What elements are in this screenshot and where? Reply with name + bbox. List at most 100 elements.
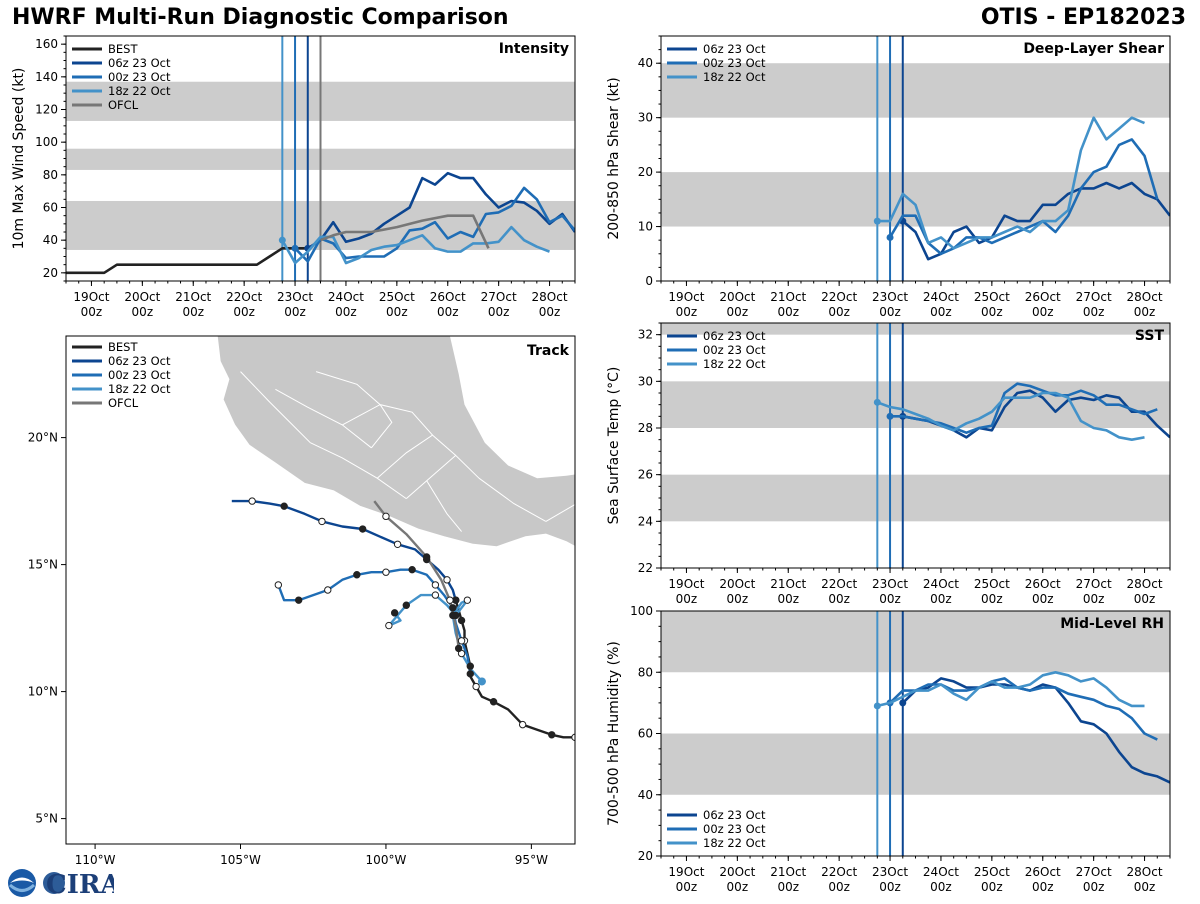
y-tick-label: 32 — [638, 328, 653, 342]
legend-label: 00z 23 Oct — [108, 368, 171, 382]
x-tick-label-date: 25Oct — [379, 290, 415, 304]
track-line-r06 — [231, 499, 457, 601]
legend-label: BEST — [108, 42, 138, 56]
x-tick-label-hour: 00z — [437, 305, 459, 319]
x-tick-label-date: 22Oct — [821, 865, 857, 879]
x-tick-label-date: 27Oct — [1076, 290, 1112, 304]
x-tick-label-date: 22Oct — [821, 290, 857, 304]
x-tick-label-date: 20Oct — [719, 577, 755, 591]
y-axis-label: 700-500 hPa Humidity (%) — [606, 641, 622, 826]
plot-area-rh — [661, 611, 1170, 856]
x-tick-label-hour: 00z — [777, 305, 799, 319]
panel-shear: 01020304019Oct00z20Oct00z21Oct00z22Oct00… — [606, 35, 1171, 319]
legend-label: OFCL — [108, 396, 139, 410]
x-tick-label-date: 24Oct — [923, 290, 959, 304]
legend-label: 18z 22 Oct — [108, 84, 171, 98]
track-marker — [382, 568, 390, 576]
threshold-band — [661, 474, 1170, 522]
series-start-point — [291, 244, 299, 252]
track-start-point — [477, 677, 486, 686]
series-start-point — [886, 233, 894, 241]
y-tick-label: 80 — [43, 168, 58, 182]
series-line-r06 — [901, 677, 1170, 784]
x-tick-label-date: 22Oct — [821, 577, 857, 591]
gulf-of-mexico — [449, 336, 575, 479]
x-tick-label-hour: 00z — [727, 592, 749, 606]
x-tick-label-date: 21Oct — [770, 865, 806, 879]
series-start-point — [873, 702, 881, 710]
x-tick-label-hour: 00z — [676, 592, 698, 606]
track-line-r00 — [277, 568, 472, 674]
x-tick-label-date: 24Oct — [923, 865, 959, 879]
x-tick-label-hour: 00z — [727, 305, 749, 319]
y-tick-label: 100 — [35, 135, 58, 149]
legend-label: 06z 23 Oct — [703, 329, 766, 343]
x-tick-label-hour: 00z — [1134, 305, 1156, 319]
globe-icon — [43, 872, 65, 894]
series-line-r00 — [889, 677, 1158, 741]
state-border — [405, 454, 480, 499]
y-axis-label: 10m Max Wind Speed (kt) — [11, 68, 27, 250]
legend-label: 00z 23 Oct — [703, 343, 766, 357]
state-border — [371, 404, 393, 449]
track-marker — [393, 540, 402, 548]
x-tick-label-date: 23Oct — [872, 290, 908, 304]
lat-tick-label: 5°N — [35, 812, 58, 826]
panel-title: Deep-Layer Shear — [1023, 41, 1164, 57]
legend-label: 18z 22 Oct — [703, 357, 766, 371]
threshold-band — [661, 381, 1170, 428]
y-tick-label: 60 — [638, 727, 653, 741]
track-marker — [431, 581, 440, 589]
track-marker — [466, 670, 474, 678]
state-border — [545, 503, 575, 522]
series-start-point — [278, 236, 286, 244]
x-tick-label-date: 26Oct — [1025, 577, 1061, 591]
y-tick-label: 28 — [638, 421, 653, 435]
x-tick-label-date: 26Oct — [1025, 290, 1061, 304]
x-tick-label-hour: 00z — [1134, 880, 1156, 894]
noaa-emblem-icon — [8, 869, 36, 897]
x-tick-label-date: 27Oct — [1076, 577, 1112, 591]
track-marker — [443, 576, 451, 584]
panel-track: 110°W 105°W 100°W 95°W 5°N 10°N 15°N 20°N Track B… — [28, 335, 576, 867]
series-line-r18 — [877, 670, 1145, 708]
legend-label: BEST — [108, 340, 138, 354]
x-tick-label-hour: 00z — [233, 305, 255, 319]
y-tick-label: 100 — [630, 604, 653, 618]
series-start-point — [873, 398, 881, 406]
legend-label: 06z 23 Oct — [108, 354, 171, 368]
legend-label: 06z 23 Oct — [703, 808, 766, 822]
series-start-point — [886, 412, 894, 420]
track-line-best — [454, 599, 575, 739]
lon-tick-label: 95°W — [515, 853, 548, 867]
x-tick-label-hour: 00z — [132, 305, 154, 319]
x-tick-label-hour: 00z — [777, 880, 799, 894]
track-marker — [548, 731, 556, 739]
legend-label: 06z 23 Oct — [703, 42, 766, 56]
panel-title: Intensity — [499, 41, 569, 57]
threshold-band — [661, 63, 1170, 118]
track-marker — [402, 601, 411, 609]
legend-label: 00z 23 Oct — [108, 70, 171, 84]
track-marker — [454, 644, 463, 653]
y-tick-label: 80 — [638, 665, 653, 679]
x-tick-label-hour: 00z — [488, 305, 510, 319]
x-tick-label-hour: 00z — [879, 880, 901, 894]
x-tick-label-date: 19Oct — [668, 290, 704, 304]
lon-tick-label: 105°W — [220, 853, 261, 867]
y-tick-label: 40 — [638, 788, 653, 802]
state-border — [426, 480, 462, 532]
panel-title: SST — [1135, 328, 1165, 344]
legend-label: 00z 23 Oct — [703, 56, 766, 70]
map-frame — [65, 335, 576, 845]
state-border — [376, 434, 457, 479]
storm-id: OTIS - EP182023 — [980, 5, 1186, 30]
y-tick-label: 22 — [638, 561, 653, 575]
y-tick-label: 30 — [638, 374, 653, 388]
state-border — [275, 388, 372, 449]
x-tick-label-hour: 00z — [1083, 305, 1105, 319]
x-tick-label-date: 23Oct — [872, 577, 908, 591]
state-border — [478, 477, 547, 522]
